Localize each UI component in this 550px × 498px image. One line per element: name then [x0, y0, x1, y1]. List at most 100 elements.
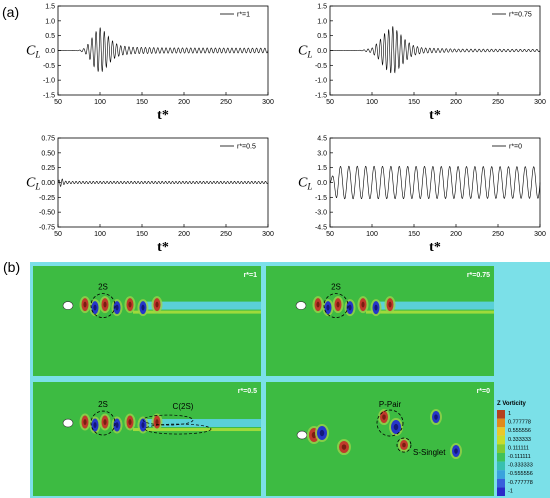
x-axis-label: t*: [157, 108, 169, 123]
contour-panel-4: r*=0 P-Pair S-Singlet: [266, 382, 494, 496]
x-tick-label: 300: [534, 99, 546, 106]
series-line: [58, 27, 269, 73]
cylinder: [296, 430, 308, 440]
x-tick-label: 50: [54, 99, 62, 106]
colorbar-swatch: [497, 461, 505, 471]
vortex-core: [434, 414, 438, 420]
x-tick-label: 150: [136, 231, 148, 238]
legend-label: r*=0: [509, 144, 522, 151]
colorbar-tick-label: -0.333333: [508, 463, 533, 469]
vortex-core: [155, 301, 159, 308]
vortex-core: [83, 419, 87, 425]
vortex-core: [316, 301, 320, 308]
cylinder: [295, 301, 307, 310]
x-tick-label: 200: [178, 231, 190, 238]
x-tick-label: 300: [534, 231, 546, 238]
x-tick-label: 250: [220, 99, 232, 106]
x-tick-label: 200: [178, 99, 190, 106]
x-tick-label: 300: [262, 99, 274, 106]
vortex-core: [348, 304, 352, 311]
y-tick-label: 0.0: [317, 180, 327, 187]
legend-label: r*=0.75: [509, 12, 532, 19]
contour-panel-label: r*=0.75: [467, 272, 490, 279]
annotation-ellipse: [142, 414, 194, 426]
colorbar-swatch: [497, 418, 505, 428]
annotation-label: 2S: [98, 283, 108, 292]
colorbar-swatch: [497, 478, 505, 488]
y-tick-label: -4.5: [315, 225, 327, 232]
y-axis-label-subscript: L: [34, 50, 40, 60]
panel-a-label: (a): [2, 4, 19, 20]
y-axis-label-subscript: L: [306, 50, 312, 60]
cl-charts: 50 100 150 200 250 300 -1.5 -1.0 -0.5 0.0 0.5 1.0 1.…: [26, 4, 546, 256]
vortex-core: [141, 304, 145, 311]
vortex-core: [402, 442, 406, 448]
series-line: [57, 178, 269, 187]
vortex-core: [115, 422, 119, 428]
x-tick-label: 300: [262, 231, 274, 238]
legend-label: r*=1: [237, 12, 250, 19]
y-axis-label: CL: [298, 44, 312, 60]
y-tick-label: 0.00: [41, 180, 55, 187]
chart-4: 50 100 150 200 250 300 -4.5 -3.0 -1.5 0.0 1.5 3.0 4.…: [298, 136, 546, 256]
y-tick-label: 0.0: [317, 48, 327, 55]
vortex-core: [93, 304, 97, 311]
contour-background: [33, 266, 261, 376]
x-tick-label: 250: [492, 231, 504, 238]
vortex-core: [103, 419, 107, 425]
chart-2: 50 100 150 200 250 300 -1.5 -1.0 -0.5 0.0 0.5 1.0 1.…: [298, 4, 546, 124]
colorbar: Z Vorticity 1 0.777778 0.555556 0.333333 0.11…: [497, 401, 533, 496]
y-tick-label: -1.5: [315, 195, 327, 202]
y-axis-label-subscript: L: [306, 182, 312, 192]
chart-1: 50 100 150 200 250 300 -1.5 -1.0 -0.5 0.0 0.5 1.0 1.…: [26, 4, 274, 124]
y-tick-label: 0.25: [41, 165, 55, 172]
y-tick-label: 4.5: [317, 136, 327, 143]
y-axis-label-main: C: [26, 44, 36, 59]
y-axis-label: CL: [298, 176, 312, 192]
x-tick-label: 100: [94, 231, 106, 238]
vortex-core: [454, 448, 458, 454]
colorbar-swatch: [497, 487, 505, 496]
contour-background: [266, 266, 494, 376]
colorbar-tick-label: -0.111111: [508, 454, 531, 460]
annotation-circle: [396, 437, 412, 453]
vortex-core: [128, 419, 132, 425]
contour-background: [33, 382, 261, 496]
colorbar-tick-label: -1: [508, 488, 513, 494]
vortex-core: [382, 414, 386, 420]
y-tick-label: 1.5: [45, 4, 55, 11]
y-tick-label: -0.50: [39, 210, 55, 217]
colorbar-tick-label: 0.111111: [508, 445, 529, 451]
colorbar-swatch: [497, 444, 505, 453]
chart-3: 50 100 150 200 250 300 -0.75 -0.50 -0.25 0.00 0.25…: [26, 136, 274, 256]
contour-panel-label: r*=0.5: [238, 388, 257, 395]
x-tick-label: 50: [326, 231, 334, 238]
shear-layer: [133, 428, 261, 432]
annotation-ellipse: [144, 423, 212, 435]
x-axis-label: t*: [429, 108, 441, 123]
annotation-label: C(2S): [173, 402, 194, 411]
x-axis-label: t*: [157, 240, 169, 255]
vortex-core: [141, 422, 145, 428]
y-tick-label: 0.50: [41, 150, 55, 157]
y-tick-label: -1.0: [43, 78, 55, 85]
shear-layer: [133, 310, 261, 314]
y-tick-label: 0.5: [317, 33, 327, 40]
colorbar-tick-label: 0.333333: [508, 437, 531, 443]
contour-panel-3: r*=0.5 2S C(2S): [33, 382, 261, 496]
y-tick-label: 1.0: [45, 18, 55, 25]
annotation-circle: [323, 293, 349, 319]
colorbar-tick-label: 0.555556: [508, 428, 531, 434]
colorbar-swatch: [497, 453, 505, 462]
vortex-core: [93, 422, 97, 428]
x-tick-label: 200: [450, 99, 462, 106]
annotation-circle: [90, 410, 116, 436]
x-tick-label: 150: [408, 99, 420, 106]
contour-panel-label: r*=0: [477, 388, 491, 395]
y-axis-label-main: C: [26, 176, 36, 191]
x-tick-label: 50: [54, 231, 62, 238]
annotation-label: S-Singlet: [413, 448, 446, 457]
y-tick-label: -1.5: [315, 93, 327, 100]
y-tick-label: -0.5: [43, 63, 55, 70]
